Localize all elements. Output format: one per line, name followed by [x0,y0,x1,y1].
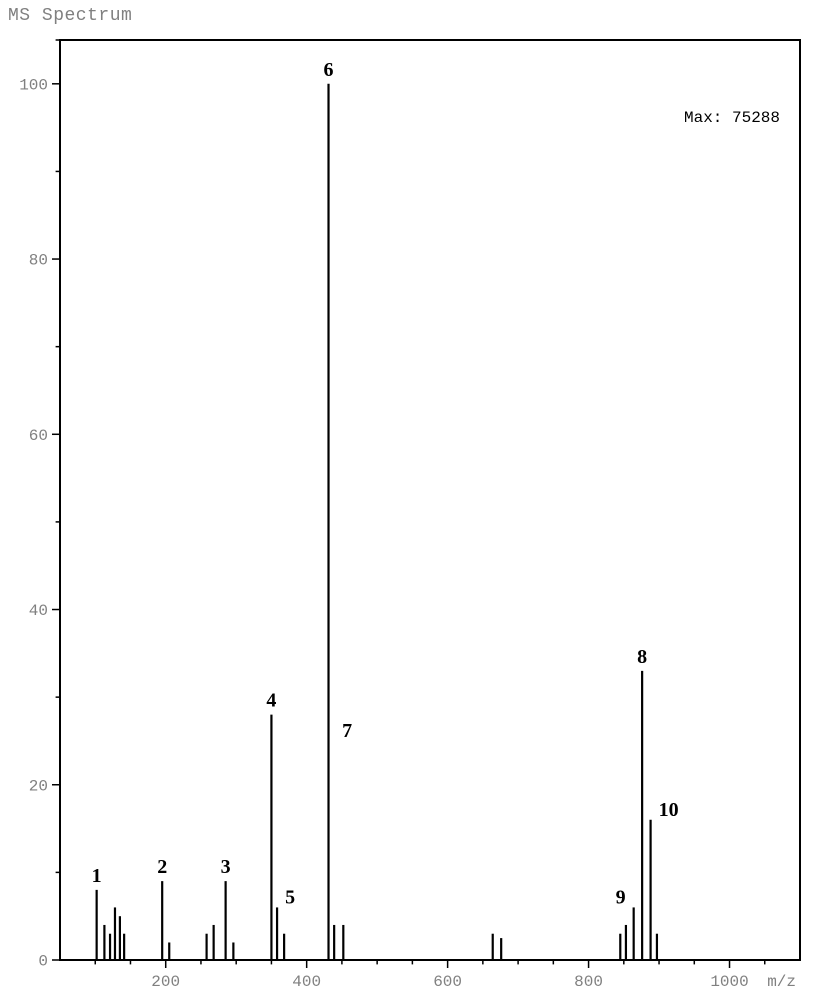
peak-label: 8 [637,646,647,668]
peak-label: 7 [342,720,352,742]
svg-text:200: 200 [151,973,180,990]
ms-spectrum-chart: 0 20 40 60 80 100 200 400 600 800 1000 m/z 1 2 3 4 5 6 7 9 8… [10,30,813,990]
peak-label: 3 [221,856,231,878]
peak-label: 2 [157,856,167,878]
svg-text:80: 80 [29,252,48,270]
max-annotation: Max: 75288 [684,109,780,127]
peak-label: 9 [616,886,626,908]
svg-text:400: 400 [292,973,321,990]
svg-text:60: 60 [29,427,48,445]
peak-label: 10 [659,799,679,821]
svg-text:0: 0 [38,953,48,971]
svg-text:40: 40 [29,602,48,620]
peak-label: 4 [266,690,276,712]
peak-label: 1 [92,865,102,887]
svg-text:100: 100 [19,76,48,94]
peak-label: 6 [324,59,334,81]
svg-text:20: 20 [29,777,48,795]
svg-text:m/z: m/z [767,973,796,990]
svg-text:800: 800 [574,973,603,990]
chart-title: MS Spectrum [8,6,132,26]
svg-text:1000: 1000 [710,973,748,990]
peak-label: 5 [285,886,295,908]
svg-text:600: 600 [433,973,462,990]
